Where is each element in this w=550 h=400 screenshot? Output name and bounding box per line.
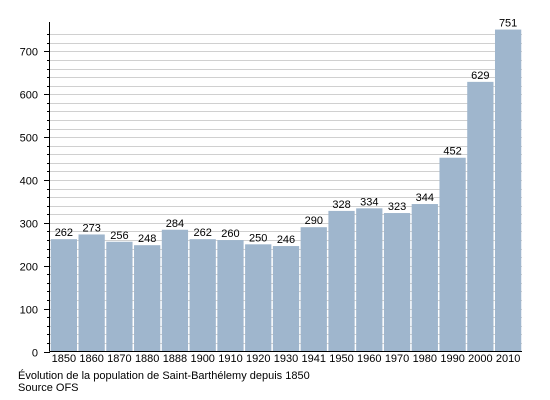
- x-tick-label-1970: 1970: [385, 353, 409, 365]
- data-label-1970: 323: [388, 201, 406, 213]
- x-tick-label-1950: 1950: [329, 353, 353, 365]
- bar-1990: [439, 157, 466, 352]
- x-tick-label-1960: 1960: [357, 353, 381, 365]
- axes: [44, 22, 522, 353]
- data-label-1910: 260: [221, 228, 239, 240]
- data-label-1930: 246: [277, 234, 295, 246]
- y-tick-label-400: 400: [20, 176, 38, 188]
- data-label-1860: 273: [82, 222, 100, 234]
- bar-1860: [78, 234, 105, 352]
- bar-1980: [411, 204, 438, 352]
- bar-1870: [106, 241, 133, 352]
- bar-1850: [50, 239, 78, 352]
- data-label-1920: 250: [249, 232, 267, 244]
- y-tick-label-700: 700: [20, 47, 38, 59]
- data-label-1870: 256: [110, 230, 128, 242]
- x-tick-label-1850: 1850: [52, 353, 76, 365]
- bar-2000: [467, 81, 494, 352]
- data-label-2000: 629: [471, 70, 489, 82]
- x-tick-label-1900: 1900: [190, 353, 214, 365]
- x-tick-label-1880: 1880: [135, 353, 159, 365]
- labels: 262 1850 273 1860 256 1870 248 1880 284 1888 262 19…: [20, 18, 521, 365]
- bar-1970: [383, 213, 411, 352]
- chart-source: Source OFS: [18, 382, 79, 394]
- x-tick-label-1930: 1930: [274, 353, 298, 365]
- x-tick-label-1910: 1910: [218, 353, 242, 365]
- data-label-1888: 284: [166, 218, 184, 230]
- data-label-1900: 262: [194, 227, 212, 239]
- x-tick-label-1941: 1941: [302, 353, 326, 365]
- bar-1930: [272, 246, 300, 352]
- data-label-2010: 751: [499, 18, 517, 30]
- data-label-1960: 334: [360, 196, 378, 208]
- y-tick-label-600: 600: [20, 90, 38, 102]
- x-tick-label-1980: 1980: [413, 353, 437, 365]
- y-tick-label-200: 200: [20, 262, 38, 274]
- y-tick-label-100: 100: [20, 305, 38, 317]
- bar-1960: [356, 208, 383, 352]
- bar-1910: [217, 240, 244, 352]
- bar-1880: [134, 245, 161, 352]
- bar-1888: [161, 229, 189, 352]
- y-tick-label-0: 0: [32, 348, 38, 360]
- data-label-1880: 248: [138, 233, 156, 245]
- bar-1941: [300, 227, 327, 352]
- data-label-1980: 344: [416, 192, 434, 204]
- x-tick-label-2000: 2000: [468, 353, 492, 365]
- x-tick-label-1860: 1860: [79, 353, 103, 365]
- bar-1920: [245, 244, 272, 352]
- data-label-1850: 262: [55, 227, 73, 239]
- x-tick-label-1888: 1888: [163, 353, 187, 365]
- x-tick-label-2010: 2010: [496, 353, 520, 365]
- bar-1950: [328, 210, 355, 352]
- y-tick-label-300: 300: [20, 219, 38, 231]
- data-label-1950: 328: [332, 199, 350, 211]
- data-label-1941: 290: [305, 215, 323, 227]
- data-label-1990: 452: [443, 146, 461, 158]
- x-tick-label-1870: 1870: [107, 353, 131, 365]
- y-tick-label-500: 500: [20, 133, 38, 145]
- chart-caption: Évolution de la population de Saint-Bart…: [18, 370, 310, 382]
- bar-1900: [189, 239, 216, 352]
- x-tick-label-1920: 1920: [246, 353, 270, 365]
- bar-2010: [494, 29, 522, 352]
- bars: [50, 29, 522, 352]
- x-tick-label-1990: 1990: [440, 353, 464, 365]
